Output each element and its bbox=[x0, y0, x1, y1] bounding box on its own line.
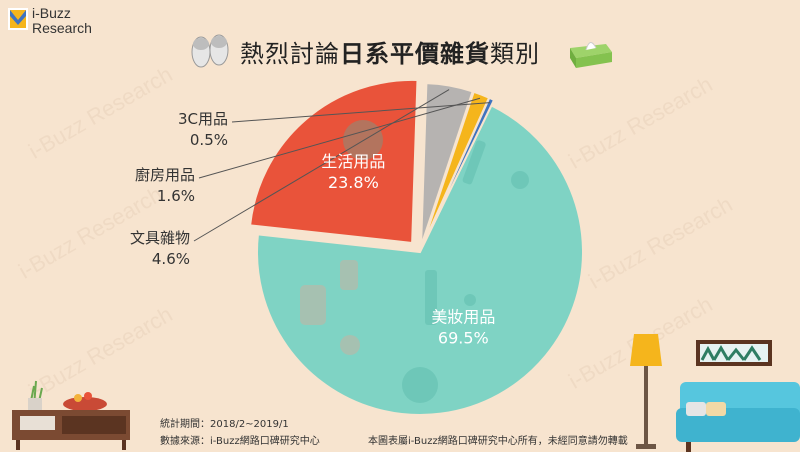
wall-painting-decor bbox=[696, 340, 772, 366]
title-part-3: 類別 bbox=[490, 40, 540, 68]
slice-label: 3C用品 bbox=[178, 110, 228, 128]
brand-logo: i-Buzz Research bbox=[8, 6, 92, 36]
tissue-box-icon bbox=[570, 42, 612, 68]
slice-electronics bbox=[421, 96, 496, 248]
cosmetics-decor bbox=[343, 120, 529, 403]
leader-line bbox=[193, 89, 450, 242]
slice-label: 美妝用品 bbox=[431, 307, 495, 326]
slice-value-label: 69.5% bbox=[438, 328, 489, 347]
slice-label: 廚房用品 bbox=[135, 166, 195, 184]
footnote-period: 統計期間：2018/2~2019/1 bbox=[160, 419, 289, 430]
logo-line-2: Research bbox=[32, 20, 92, 36]
slice-value-label: 0.5% bbox=[190, 131, 228, 149]
daily-goods-decor bbox=[300, 260, 360, 355]
footnote-source: 數據來源：i-Buzz網路口碑研究中心 bbox=[160, 436, 320, 447]
slice-value-label: 4.6% bbox=[152, 250, 190, 268]
footnote-rights: 本圖表屬i-Buzz網路口碑研究中心所有，未經同意請勿轉載 bbox=[368, 436, 628, 447]
label-leaders bbox=[193, 89, 491, 242]
slice-value-label: 1.6% bbox=[157, 187, 195, 205]
lamp-decor bbox=[630, 334, 662, 449]
slippers-icon bbox=[191, 34, 229, 68]
slice-label: 生活用品 bbox=[321, 152, 385, 171]
sofa-decor bbox=[676, 382, 800, 452]
slice-cosmetics bbox=[256, 104, 584, 416]
title-part-1: 熱烈討論 bbox=[240, 40, 340, 68]
sideboard-decor bbox=[12, 380, 130, 450]
slice-label: 文具雜物 bbox=[130, 229, 190, 247]
title-part-2: 日系平價雜貨 bbox=[340, 40, 490, 68]
chart-title: 熱烈討論日系平價雜貨類別 bbox=[240, 34, 540, 69]
slice-daily-goods bbox=[248, 79, 419, 245]
logo-icon bbox=[8, 8, 28, 30]
slice-value-label: 23.8% bbox=[328, 173, 379, 192]
slice-stationery bbox=[420, 82, 474, 247]
leader-line bbox=[198, 97, 481, 179]
leader-line bbox=[231, 102, 491, 123]
logo-line-1: i-Buzz bbox=[32, 5, 71, 21]
